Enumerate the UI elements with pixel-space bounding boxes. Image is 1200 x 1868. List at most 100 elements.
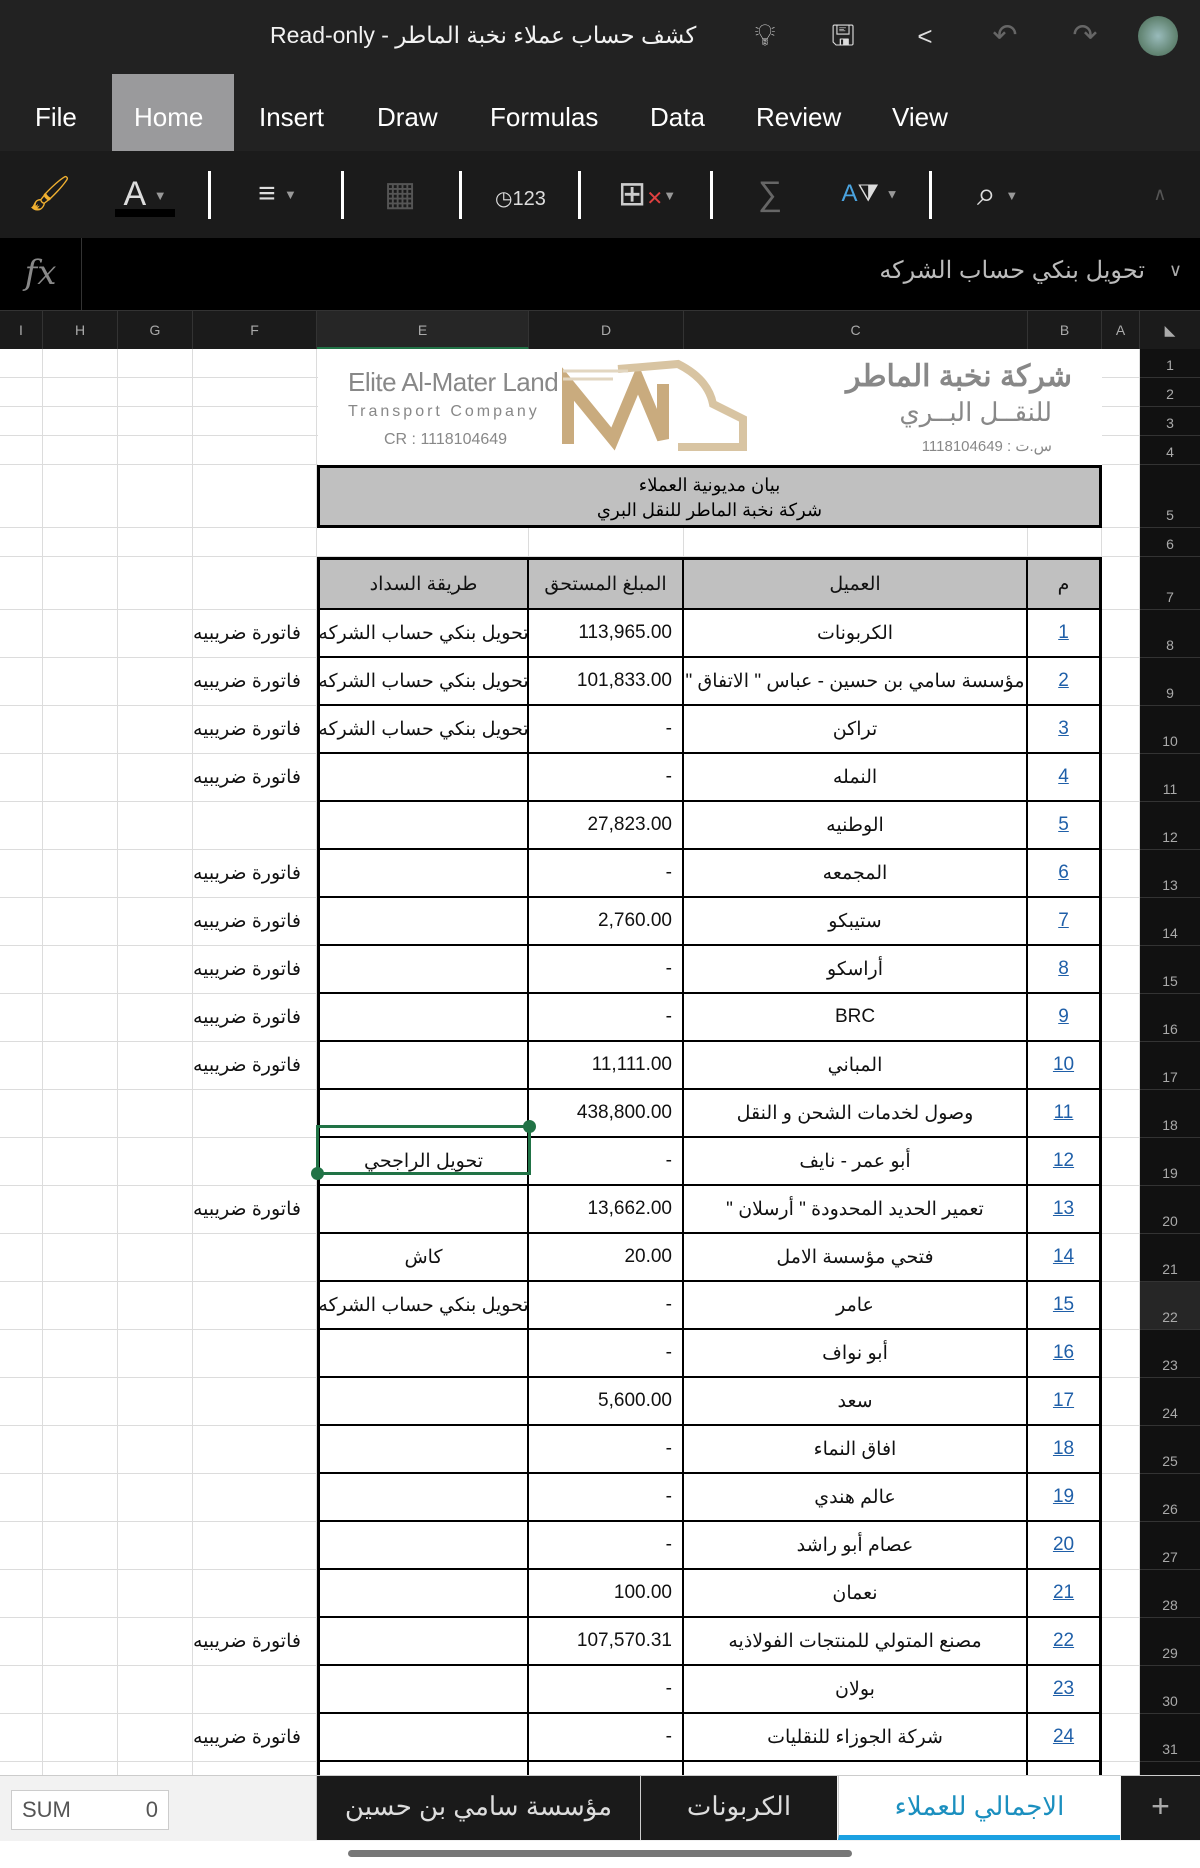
row-header[interactable]: 31 — [1140, 1714, 1200, 1762]
cell[interactable] — [118, 1474, 193, 1522]
client-cell[interactable]: ستيبكو — [684, 898, 1028, 946]
client-cell[interactable]: سعد — [684, 1378, 1028, 1426]
cell[interactable] — [43, 1474, 118, 1522]
cell[interactable] — [43, 1762, 118, 1775]
cell[interactable] — [118, 1618, 193, 1666]
cell[interactable] — [1102, 1666, 1140, 1714]
cell[interactable] — [193, 407, 317, 436]
cell[interactable] — [0, 850, 43, 898]
cell[interactable] — [0, 994, 43, 1042]
row-number-link[interactable]: 12 — [1028, 1138, 1102, 1186]
cell[interactable] — [43, 349, 118, 378]
share-icon[interactable]: < — [917, 21, 933, 51]
cell[interactable] — [118, 1666, 193, 1714]
client-cell[interactable]: فتحي مؤسسة الامل — [684, 1234, 1028, 1282]
cell[interactable] — [118, 946, 193, 994]
client-cell[interactable]: شركة الجوزاء للنقليات — [684, 1714, 1028, 1762]
tab-review[interactable]: Review — [756, 102, 842, 132]
cell[interactable] — [118, 1378, 193, 1426]
cell[interactable] — [43, 610, 118, 658]
row-number-link[interactable]: 24 — [1028, 1714, 1102, 1762]
cell[interactable] — [1102, 1762, 1140, 1775]
column-header-i[interactable]: I — [0, 311, 43, 350]
row-header[interactable]: 7 — [1140, 557, 1200, 610]
cell[interactable] — [1102, 465, 1140, 528]
invoice-note[interactable]: فاتورة ضريبيه — [193, 706, 317, 754]
row-number-link[interactable]: 11 — [1028, 1090, 1102, 1138]
cell[interactable] — [118, 1522, 193, 1570]
cell[interactable] — [1102, 994, 1140, 1042]
payment-method-cell[interactable] — [317, 1618, 529, 1666]
column-title[interactable]: المبلغ المستحق — [529, 557, 684, 610]
invoice-note[interactable] — [193, 1426, 317, 1474]
cell[interactable] — [1102, 1378, 1140, 1426]
tab-data[interactable]: Data — [650, 102, 705, 132]
payment-method-cell[interactable] — [317, 754, 529, 802]
cell[interactable] — [1102, 1474, 1140, 1522]
cell[interactable] — [1102, 1618, 1140, 1666]
cell[interactable] — [0, 1426, 43, 1474]
row-header[interactable]: 15 — [1140, 946, 1200, 994]
row-header[interactable]: 11 — [1140, 754, 1200, 802]
payment-method-cell[interactable]: تحويل الراجحي — [317, 1138, 529, 1186]
client-cell[interactable]: عامر — [684, 1282, 1028, 1330]
client-cell[interactable]: افاق النماء — [684, 1426, 1028, 1474]
sheet-tab-carbonat[interactable]: الكربونات — [640, 1776, 837, 1840]
cell[interactable] — [1102, 1330, 1140, 1378]
cell[interactable] — [118, 1330, 193, 1378]
row-header[interactable]: 26 — [1140, 1474, 1200, 1522]
cell[interactable] — [118, 436, 193, 465]
cell[interactable] — [1028, 1762, 1102, 1775]
cell[interactable] — [43, 1426, 118, 1474]
cell[interactable] — [0, 1570, 43, 1618]
column-title[interactable]: طريقة السداد — [317, 557, 529, 610]
amount-cell[interactable]: 101,833.00 — [529, 658, 684, 706]
cell[interactable] — [43, 1618, 118, 1666]
select-all-corner[interactable]: ◣ — [1164, 322, 1176, 338]
client-cell[interactable]: وصول لخدمات الشحن و النقل — [684, 1090, 1028, 1138]
collapse-ribbon-icon[interactable]: ∧ — [1153, 184, 1167, 204]
amount-cell[interactable]: 2,760.00 — [529, 898, 684, 946]
amount-cell[interactable]: 107,570.31 — [529, 1618, 684, 1666]
client-cell[interactable]: الوطنيه — [684, 802, 1028, 850]
amount-cell[interactable]: - — [529, 706, 684, 754]
cell[interactable] — [118, 658, 193, 706]
column-header-b[interactable]: B — [1028, 311, 1102, 350]
cell[interactable] — [1102, 658, 1140, 706]
cell[interactable] — [43, 658, 118, 706]
cell[interactable] — [43, 754, 118, 802]
invoice-note[interactable]: فاتورة ضريبيه — [193, 754, 317, 802]
amount-cell[interactable]: 113,965.00 — [529, 610, 684, 658]
row-header[interactable]: 16 — [1140, 994, 1200, 1042]
cell[interactable] — [317, 528, 529, 557]
cell[interactable] — [43, 994, 118, 1042]
client-cell[interactable]: نعمان — [684, 1570, 1028, 1618]
cell[interactable] — [118, 1090, 193, 1138]
tab-file[interactable]: File — [35, 102, 77, 132]
cell[interactable] — [0, 1186, 43, 1234]
payment-method-cell[interactable] — [317, 1522, 529, 1570]
tab-formulas[interactable]: Formulas — [490, 102, 599, 132]
row-number-link[interactable]: 5 — [1028, 802, 1102, 850]
row-header[interactable]: 25 — [1140, 1426, 1200, 1474]
cell[interactable] — [0, 407, 43, 436]
row-number-link[interactable]: 20 — [1028, 1522, 1102, 1570]
cell[interactable] — [193, 465, 317, 528]
row-header[interactable]: 13 — [1140, 850, 1200, 898]
column-header-e[interactable]: E — [317, 311, 529, 350]
invoice-note[interactable] — [193, 1570, 317, 1618]
invoice-note[interactable]: فاتورة ضريبيه — [193, 994, 317, 1042]
invoice-note[interactable]: فاتورة ضريبيه — [193, 946, 317, 994]
row-header[interactable]: 5 — [1140, 465, 1200, 528]
cell[interactable] — [0, 1618, 43, 1666]
payment-method-cell[interactable] — [317, 1474, 529, 1522]
formula-value[interactable]: تحويل بنكي حساب الشركه — [879, 257, 1145, 284]
fx-icon[interactable]: fx — [0, 238, 82, 310]
cell[interactable] — [0, 1330, 43, 1378]
client-cell[interactable]: النمله — [684, 754, 1028, 802]
cell[interactable] — [43, 528, 118, 557]
cell[interactable] — [1102, 898, 1140, 946]
payment-method-cell[interactable] — [317, 802, 529, 850]
cell[interactable] — [1028, 528, 1102, 557]
cell[interactable] — [118, 754, 193, 802]
